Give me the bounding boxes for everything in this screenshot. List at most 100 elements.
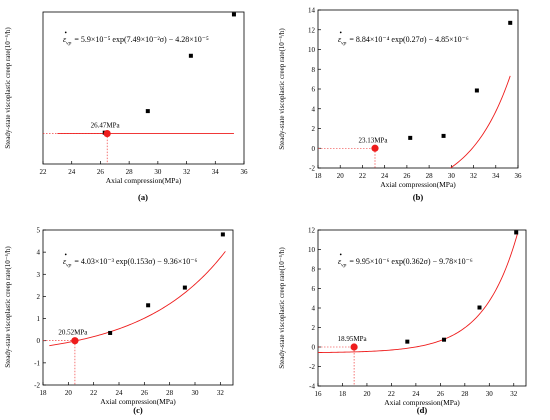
x-tick-label: 24 (412, 390, 420, 398)
x-axis-label: Axial compression(MPa) (380, 180, 456, 189)
y-tick-label: 2 (37, 293, 41, 301)
x-tick-label: 24 (381, 172, 389, 180)
equation-symbol: ε (338, 35, 342, 44)
x-tick-label: 30 (192, 389, 200, 397)
equation-subscript: vp (66, 263, 71, 269)
data-point (474, 88, 479, 93)
threshold-marker (103, 130, 111, 138)
y-tick-label: -2 (309, 363, 315, 371)
y-tick-label: 5 (37, 227, 41, 235)
x-tick-label: 22 (388, 390, 396, 398)
equation-symbol: ε (63, 35, 67, 44)
y-tick-label: 14 (308, 7, 316, 15)
data-point (146, 303, 151, 308)
data-point (477, 305, 482, 310)
equation-subscript: vp (341, 263, 346, 269)
x-tick-label: 32 (183, 168, 191, 176)
x-tick-label: 26 (403, 172, 411, 180)
data-point (405, 339, 410, 344)
fit-equation: εvp = 4.03×10⁻³ exp(0.153σ) − 9.36×10⁻⁶ (63, 257, 197, 269)
chart-panel-3: 18 20 22 24 26 28 30 32 -2 -1 0 1 2 3 4 5 Axial compress… (4, 227, 234, 415)
x-axis-label: Axial compression(MPa) (384, 398, 460, 407)
plot-frame (317, 9, 519, 169)
data-point (220, 232, 225, 237)
y-tick-label: 4 (37, 249, 41, 257)
x-tick-label: 36 (515, 172, 523, 180)
y-tick-label: 10 (308, 246, 316, 254)
x-tick-label: 18 (339, 390, 347, 398)
y-tick-label: 4 (312, 305, 316, 313)
plot-frame (42, 229, 234, 386)
y-tick-label: 6 (312, 86, 316, 94)
x-tick-label: 26 (141, 389, 149, 397)
x-tick-label: 16 (315, 390, 323, 398)
y-axis-label: Steady-state viscoplastic creep rate(10⁻… (278, 247, 286, 369)
x-tick-label: 22 (90, 389, 98, 397)
x-tick-label: 32 (217, 389, 225, 397)
y-tick-label: 1 (37, 315, 41, 323)
x-tick-label: 20 (363, 390, 371, 398)
equation-dot: • (65, 29, 68, 37)
x-tick-label: 18 (40, 389, 48, 397)
fit-equation: εvp = 8.84×10⁻⁴ exp(0.27σ) − 4.85×10⁻⁶ (338, 35, 469, 47)
y-tick-label: 2 (312, 125, 316, 133)
x-tick-label: 28 (126, 168, 134, 176)
data-point (508, 20, 513, 25)
x-tick-label: 22 (359, 172, 367, 180)
y-tick-label: 12 (308, 26, 316, 34)
x-tick-label: 20 (65, 389, 73, 397)
x-tick-label: 28 (461, 390, 469, 398)
plot-frame (317, 229, 527, 387)
y-tick-label: 0 (312, 145, 316, 153)
threshold-label: 18.95MPa (338, 335, 368, 343)
equation-dot: • (340, 251, 343, 259)
x-tick-label: 26 (437, 390, 445, 398)
equation-body: = 4.03×10⁻³ exp(0.153σ) − 9.36×10⁻⁶ (74, 257, 197, 266)
equation-symbol: ε (63, 257, 67, 266)
fit-curve (318, 233, 518, 353)
equation-subscript: vp (341, 41, 346, 47)
panel-label: (a) (138, 192, 148, 202)
fit-equation: εvp = 5.9×10⁻⁵ exp(7.49×10⁻²σ) − 4.28×10⁻… (63, 35, 209, 47)
y-tick-label: 4 (312, 105, 316, 113)
equation-subscript: vp (66, 41, 71, 47)
data-point (442, 337, 447, 342)
y-tick-label: 6 (312, 285, 316, 293)
equation-symbol: ε (338, 257, 342, 266)
y-tick-label: 0 (37, 337, 41, 345)
data-point (408, 135, 413, 140)
data-point (145, 109, 150, 114)
equation-dot: • (65, 251, 68, 259)
panel-label: (d) (417, 405, 428, 415)
data-point (231, 12, 236, 17)
y-tick-label: 10 (308, 46, 316, 54)
x-tick-label: 30 (448, 172, 456, 180)
x-tick-label: 36 (241, 168, 249, 176)
y-tick-label: -2 (34, 382, 40, 390)
data-point (108, 330, 113, 335)
x-tick-label: 30 (154, 168, 162, 176)
threshold-label: 26.47MPa (91, 122, 121, 130)
x-axis-label: Axial compression(MPa) (100, 397, 176, 406)
threshold-marker (350, 343, 358, 351)
fit-curve (49, 251, 226, 347)
fit-curve (449, 75, 511, 168)
x-tick-label: 28 (426, 172, 434, 180)
y-tick-label: -4 (309, 383, 315, 391)
chart-panel-1: 22 24 26 28 30 32 34 36 Axial compression(MPa) St… (4, 11, 249, 202)
equation-dot: • (340, 29, 343, 37)
y-tick-label: 8 (312, 266, 316, 274)
panel-label: (c) (133, 405, 143, 415)
y-tick-label: 8 (312, 66, 316, 74)
x-tick-label: 34 (492, 172, 500, 180)
panel-label: (b) (413, 192, 424, 202)
threshold-label: 23.13MPa (359, 136, 389, 144)
x-tick-label: 20 (337, 172, 345, 180)
y-axis-label: Steady-state viscoplastic creep rate(10⁻… (4, 246, 12, 368)
threshold-marker (71, 337, 79, 345)
equation-body: = 9.95×10⁻⁶ exp(0.362σ) − 9.78×10⁻⁶ (349, 257, 472, 266)
y-axis-label: Steady-state viscoplastic creep rate(10⁻… (4, 27, 12, 149)
